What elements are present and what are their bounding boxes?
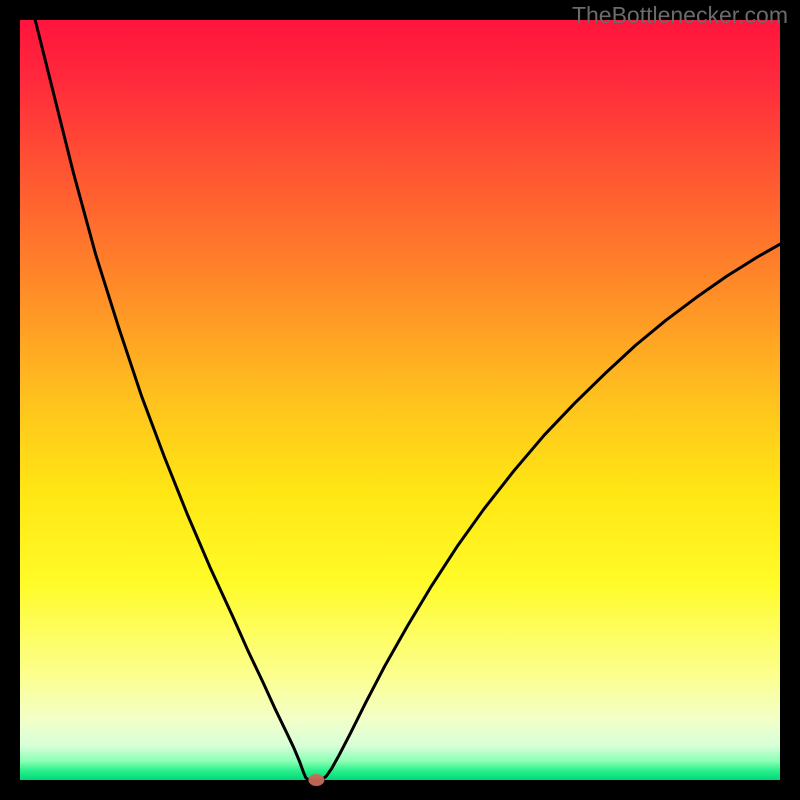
chart-stage: TheBottlenecker.com [0, 0, 800, 800]
chart-overlay [0, 0, 800, 800]
bottleneck-curve [35, 20, 780, 780]
watermark-text: TheBottlenecker.com [572, 2, 788, 29]
optimal-point-marker [308, 774, 324, 786]
